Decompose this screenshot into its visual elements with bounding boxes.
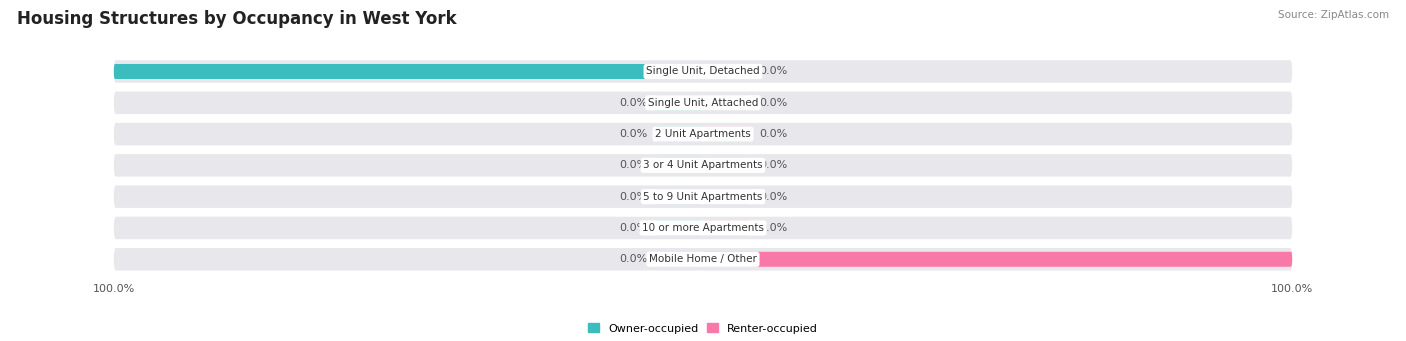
FancyBboxPatch shape bbox=[655, 127, 703, 142]
Text: Housing Structures by Occupancy in West York: Housing Structures by Occupancy in West … bbox=[17, 10, 457, 28]
FancyBboxPatch shape bbox=[655, 221, 703, 236]
Text: 0.0%: 0.0% bbox=[619, 223, 647, 233]
Text: 0.0%: 0.0% bbox=[759, 160, 787, 170]
FancyBboxPatch shape bbox=[655, 252, 703, 267]
FancyBboxPatch shape bbox=[114, 248, 1292, 270]
FancyBboxPatch shape bbox=[114, 217, 1292, 239]
Text: Source: ZipAtlas.com: Source: ZipAtlas.com bbox=[1278, 10, 1389, 20]
Text: Single Unit, Attached: Single Unit, Attached bbox=[648, 98, 758, 108]
Text: 0.0%: 0.0% bbox=[619, 129, 647, 139]
FancyBboxPatch shape bbox=[703, 189, 751, 204]
FancyBboxPatch shape bbox=[703, 158, 751, 173]
FancyBboxPatch shape bbox=[703, 95, 751, 110]
Text: 0.0%: 0.0% bbox=[759, 129, 787, 139]
Text: 0.0%: 0.0% bbox=[759, 66, 787, 76]
FancyBboxPatch shape bbox=[703, 221, 751, 236]
Text: 0.0%: 0.0% bbox=[619, 160, 647, 170]
Text: Single Unit, Detached: Single Unit, Detached bbox=[647, 66, 759, 76]
Text: 0.0%: 0.0% bbox=[759, 192, 787, 202]
Text: 3 or 4 Unit Apartments: 3 or 4 Unit Apartments bbox=[643, 160, 763, 170]
FancyBboxPatch shape bbox=[703, 252, 1292, 267]
Text: 10 or more Apartments: 10 or more Apartments bbox=[643, 223, 763, 233]
FancyBboxPatch shape bbox=[655, 158, 703, 173]
FancyBboxPatch shape bbox=[114, 186, 1292, 208]
Text: 5 to 9 Unit Apartments: 5 to 9 Unit Apartments bbox=[644, 192, 762, 202]
FancyBboxPatch shape bbox=[114, 91, 1292, 114]
FancyBboxPatch shape bbox=[114, 123, 1292, 145]
FancyBboxPatch shape bbox=[114, 60, 1292, 83]
Text: 0.0%: 0.0% bbox=[619, 98, 647, 108]
FancyBboxPatch shape bbox=[114, 154, 1292, 177]
FancyBboxPatch shape bbox=[114, 64, 703, 79]
FancyBboxPatch shape bbox=[703, 127, 751, 142]
FancyBboxPatch shape bbox=[655, 95, 703, 110]
Text: 2 Unit Apartments: 2 Unit Apartments bbox=[655, 129, 751, 139]
Text: 100.0%: 100.0% bbox=[1301, 254, 1347, 264]
Text: 0.0%: 0.0% bbox=[759, 223, 787, 233]
FancyBboxPatch shape bbox=[655, 189, 703, 204]
Text: 0.0%: 0.0% bbox=[619, 192, 647, 202]
Text: 100.0%: 100.0% bbox=[59, 66, 105, 76]
Legend: Owner-occupied, Renter-occupied: Owner-occupied, Renter-occupied bbox=[583, 319, 823, 338]
Text: 0.0%: 0.0% bbox=[759, 98, 787, 108]
Text: 0.0%: 0.0% bbox=[619, 254, 647, 264]
FancyBboxPatch shape bbox=[703, 64, 751, 79]
Text: Mobile Home / Other: Mobile Home / Other bbox=[650, 254, 756, 264]
